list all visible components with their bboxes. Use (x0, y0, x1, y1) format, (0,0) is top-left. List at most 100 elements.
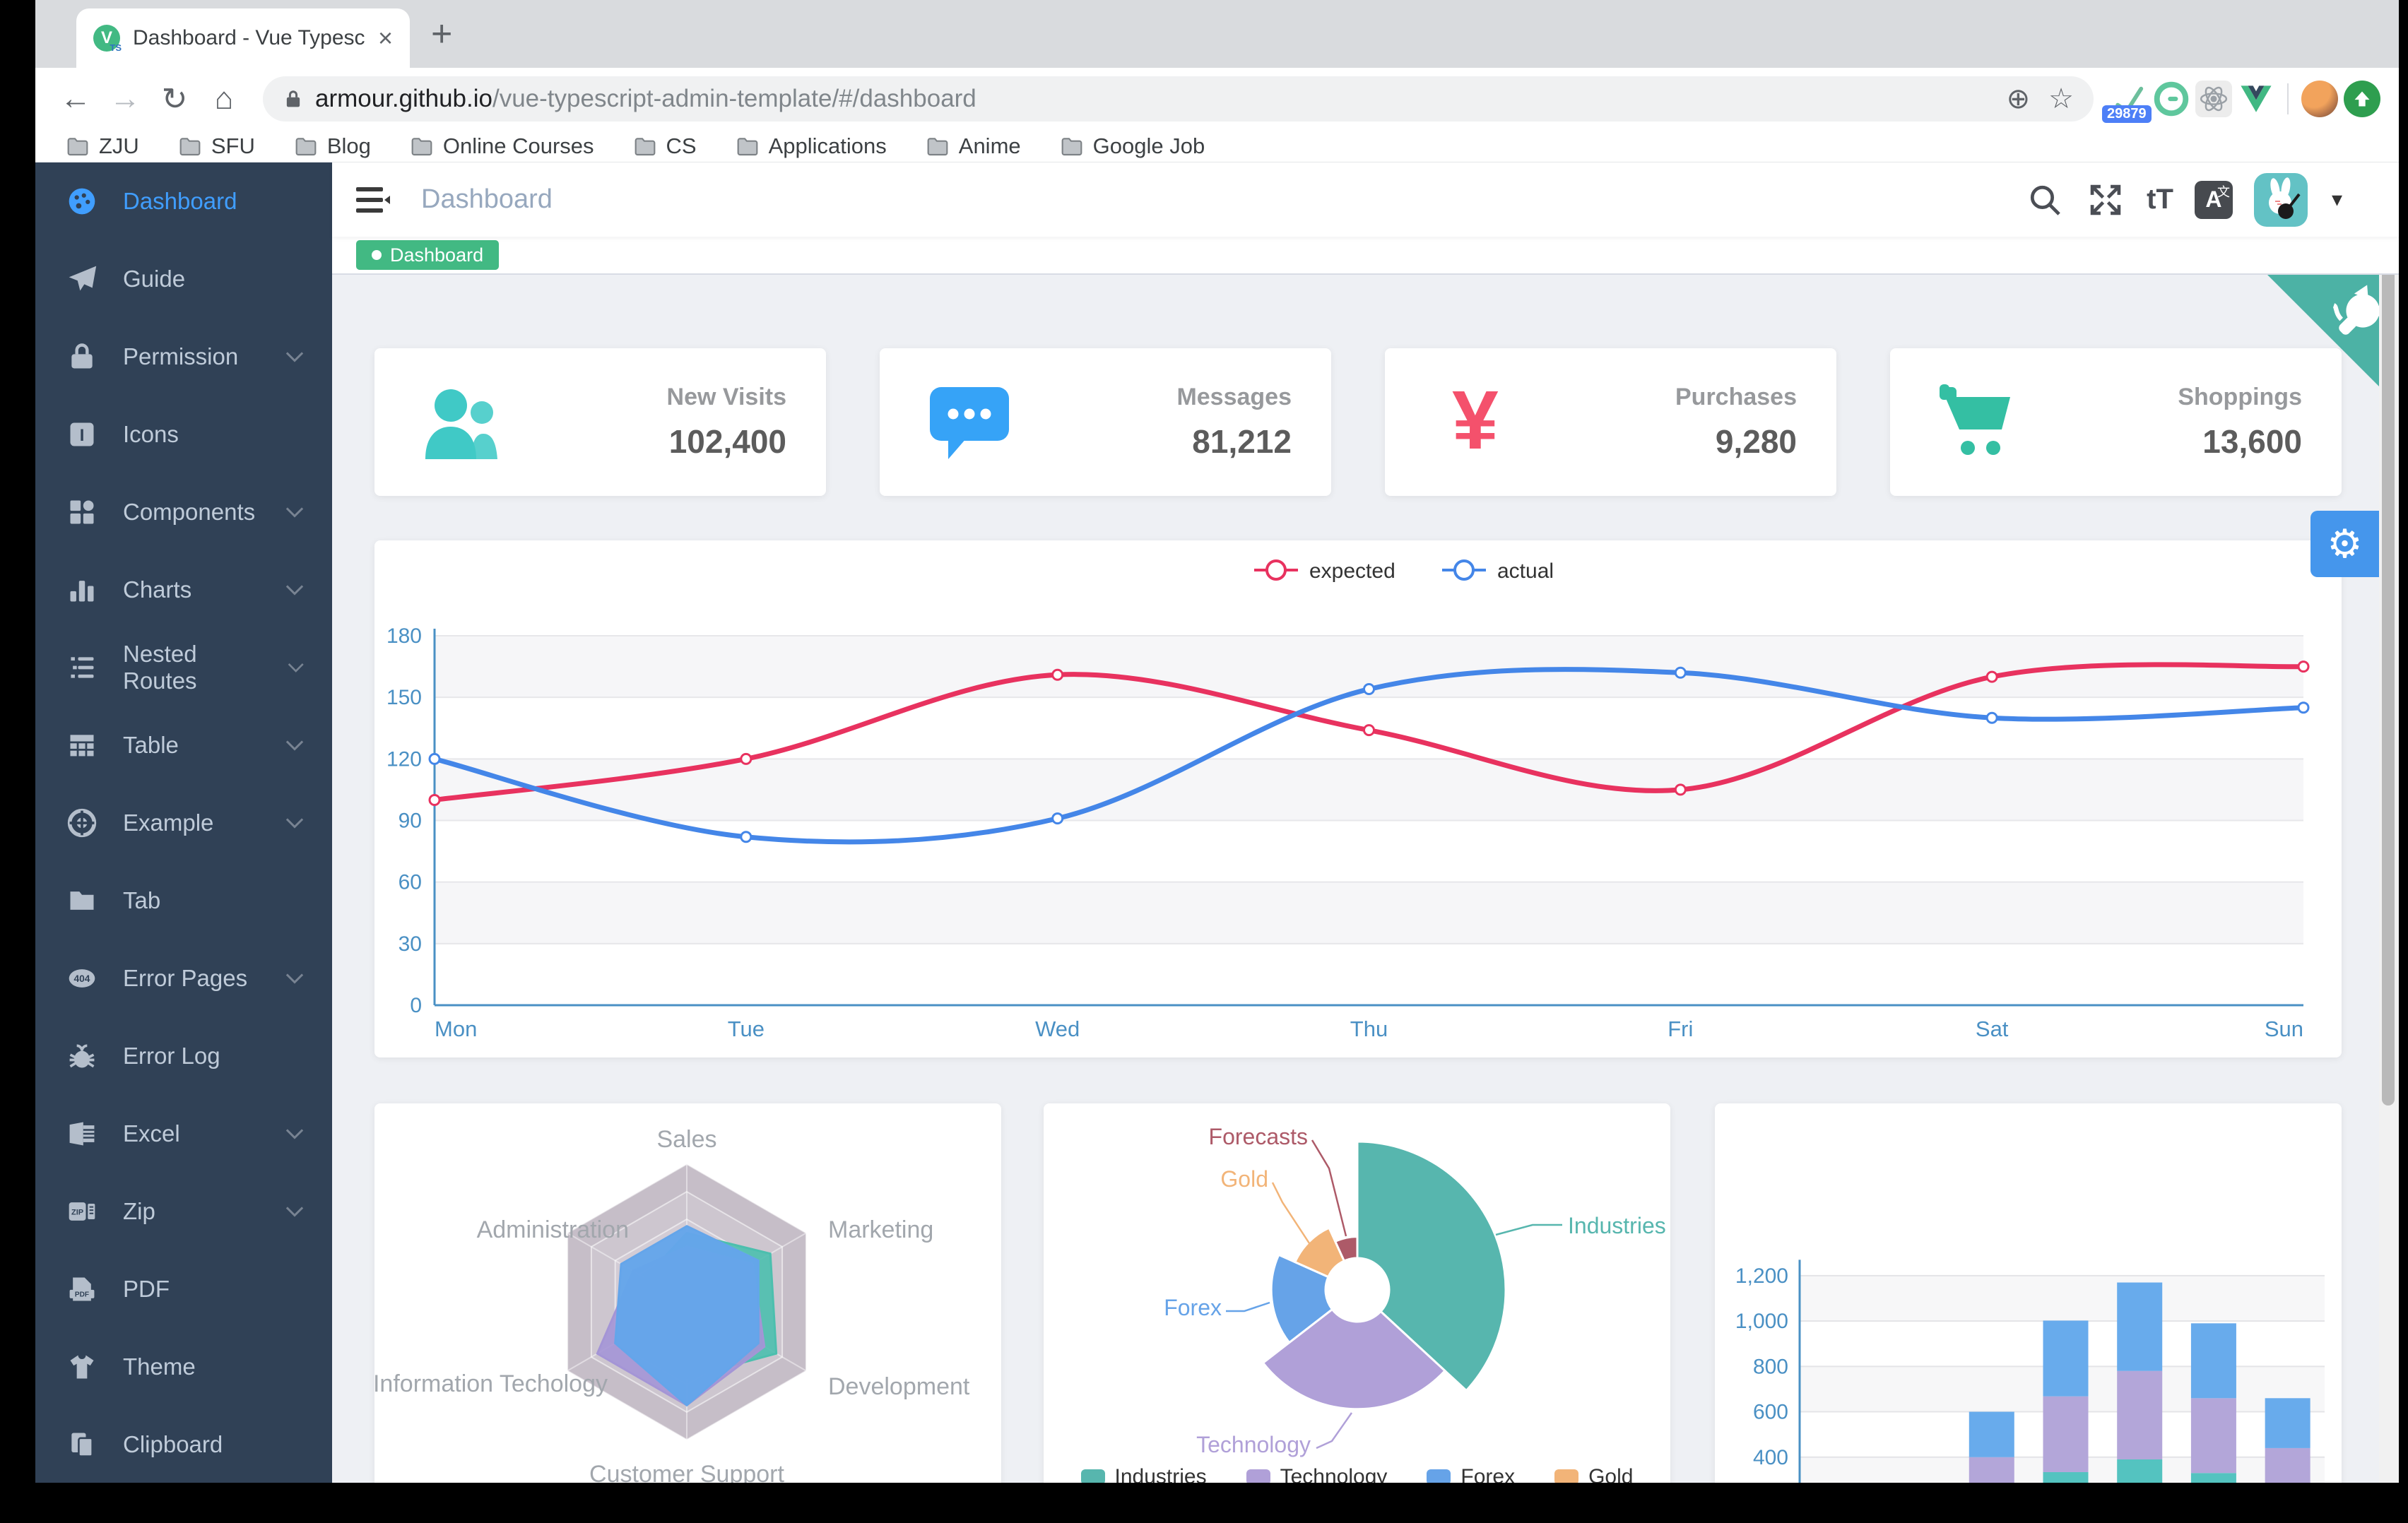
clipboard-icon (71, 1433, 93, 1457)
stat-value: 102,400 (668, 423, 786, 460)
money-icon: ¥ (1426, 381, 1525, 464)
vue-favicon: V TS (93, 25, 122, 53)
sidebar-item-error-log[interactable]: Error Log (35, 1017, 332, 1095)
new-tab-button[interactable]: + (431, 13, 453, 54)
pie-legend-item[interactable]: Technology (1246, 1465, 1387, 1483)
forward-icon[interactable]: → (110, 81, 141, 116)
sidebar-item-clipboard[interactable]: Clipboard (35, 1406, 332, 1483)
bookmark-item[interactable]: Blog (295, 134, 371, 159)
svg-text:Mon: Mon (435, 1017, 477, 1041)
url-host: armour.github.io (315, 85, 492, 112)
bookmark-item[interactable]: Anime (926, 134, 1021, 159)
pie-legend-item[interactable]: Gold (1554, 1465, 1633, 1483)
stat-card-purchases[interactable]: ¥ Purchases 9,280 (1385, 348, 1836, 496)
tab-close-icon[interactable]: × (377, 23, 393, 52)
dashboard-content: New Visits 102,400 Messages 81,212 ¥ Purchase… (332, 275, 2399, 1483)
components-icon (70, 500, 94, 524)
fullscreen-icon[interactable] (2086, 180, 2125, 220)
pie-chart-card: Industries Technology Forex Gold Forecasts I… (1044, 1103, 1670, 1483)
vue-devtools-icon[interactable] (2238, 81, 2274, 117)
sidebar-item-label: Permission (123, 343, 239, 369)
sidebar-item-example[interactable]: Example (35, 784, 332, 862)
react-devtools-icon[interactable] (2195, 81, 2232, 117)
folder-icon (67, 137, 88, 155)
svg-text:actual: actual (1497, 559, 1554, 583)
grammarly-extension-icon[interactable] (2153, 81, 2190, 117)
cart-icon (1931, 383, 2030, 462)
sidebar-item-nested-routes[interactable]: Nested Routes (35, 629, 332, 706)
tags-view: Dashboard (332, 237, 2399, 275)
settings-button[interactable]: ⚙ (2310, 511, 2379, 577)
svg-text:Information Techology: Information Techology (374, 1370, 608, 1397)
stat-title: Purchases (1675, 384, 1797, 410)
stat-card-shoppings[interactable]: Shoppings 13,600 (1890, 348, 2342, 496)
sidebar-item-theme[interactable]: Theme (35, 1328, 332, 1406)
mail-extension-icon[interactable]: 29879 (2102, 81, 2152, 123)
folder-icon (411, 137, 432, 155)
search-icon[interactable] (2025, 180, 2065, 220)
sidebar-item-pdf[interactable]: PDF PDF (35, 1250, 332, 1328)
stat-card-new-visits[interactable]: New Visits 102,400 (374, 348, 826, 496)
bookmark-item[interactable]: ZJU (66, 134, 139, 159)
svg-text:Fri: Fri (1668, 1017, 1693, 1041)
chevron-down-icon (285, 740, 304, 751)
chevron-down-icon (285, 352, 304, 362)
line-chart[interactable]: 0 30 60 90 120 150 180 Mon Tue Wed Thu Fri Sat Sun exp… (374, 540, 2342, 1057)
svg-text:Customer Support: Customer Support (589, 1461, 784, 1483)
reload-icon[interactable]: ↻ (161, 81, 188, 117)
bookmark-item[interactable]: Google Job (1061, 134, 1205, 159)
bookmark-item[interactable]: SFU (179, 134, 255, 159)
address-bar[interactable]: armour.github.io/vue-typescript-admin-te… (263, 76, 2094, 122)
page-scrollbar[interactable] (2379, 162, 2399, 1483)
sidebar-item-label: Tab (123, 887, 161, 913)
user-avatar[interactable] (2253, 172, 2308, 227)
pie-legend-item[interactable]: Forex (1427, 1465, 1515, 1483)
folder-icon (179, 137, 201, 155)
bookmark-item[interactable]: Online Courses (411, 134, 594, 159)
sidebar-item-tab[interactable]: Tab (35, 862, 332, 940)
errorpages-icon: 404 (69, 969, 95, 988)
sidebar-item-excel[interactable]: Excel (35, 1095, 332, 1173)
add-shortcut-icon[interactable]: ⊕ (2006, 83, 2031, 114)
table-icon (70, 735, 94, 757)
radar-chart[interactable]: Sales Administration Information Techology… (374, 1103, 1001, 1483)
sidebar-item-table[interactable]: Table (35, 706, 332, 784)
example-icon (67, 808, 97, 838)
chevron-down-icon (285, 1207, 304, 1217)
sidebar-item-zip[interactable]: ZIP Zip (35, 1173, 332, 1250)
radar-chart-card: Sales Administration Information Techology… (374, 1103, 1001, 1483)
lock-icon (286, 90, 300, 107)
bookmark-item[interactable]: CS (634, 134, 697, 159)
charts-icon (70, 581, 94, 602)
browser-toolbar: ← → ↻ ⌂ armour.github.io/vue-typescript-… (35, 68, 2399, 130)
stat-value: 81,212 (1192, 423, 1292, 460)
sidebar-item-permission[interactable]: Permission (35, 318, 332, 396)
pie-chart[interactable]: Industries Technology Forex Gold Forecasts (1044, 1103, 1670, 1483)
sidebar-item-components[interactable]: Components (35, 473, 332, 551)
browser-profile-avatar[interactable] (2301, 81, 2338, 117)
stat-value: 9,280 (1715, 423, 1797, 460)
chevron-down-icon[interactable]: ▾ (2331, 188, 2342, 211)
sidebar-item-guide[interactable]: Guide (35, 240, 332, 318)
tag-dashboard[interactable]: Dashboard (356, 240, 500, 270)
hamburger-icon[interactable] (356, 185, 390, 215)
browser-tab[interactable]: VTS Dashboard - Vue Typescript Ad × (76, 8, 410, 68)
url-text: armour.github.io/vue-typescript-admin-te… (315, 85, 1995, 113)
sidebar-item-error-pages[interactable]: 404 Error Pages (35, 940, 332, 1017)
svg-text:150: 150 (386, 686, 422, 709)
back-icon[interactable]: ← (60, 81, 91, 116)
sidebar-item-label: Charts (123, 576, 192, 603)
bookmark-item[interactable]: Applications (736, 134, 887, 159)
sidebar-item-icons[interactable]: I Icons (35, 396, 332, 473)
home-icon[interactable]: ⌂ (214, 81, 234, 116)
bookmark-star-icon[interactable]: ☆ (2048, 83, 2074, 114)
text-size-icon[interactable]: tT (2147, 184, 2173, 215)
update-extension-icon[interactable] (2344, 81, 2380, 117)
sidebar-item-charts[interactable]: Charts (35, 551, 332, 629)
pie-legend-item[interactable]: Industries (1080, 1465, 1207, 1483)
sidebar-item-dashboard[interactable]: Dashboard (35, 162, 332, 240)
scrollbar-thumb[interactable] (2382, 166, 2395, 1106)
stat-card-messages[interactable]: Messages 81,212 (880, 348, 1331, 496)
